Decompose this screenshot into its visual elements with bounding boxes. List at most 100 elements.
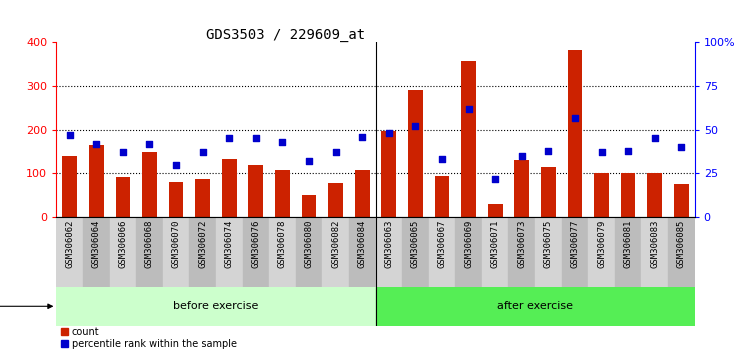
Point <box>197 150 209 155</box>
Bar <box>302 195 316 217</box>
Text: GSM306062: GSM306062 <box>65 219 74 268</box>
Point <box>250 136 262 141</box>
Legend: count, percentile rank within the sample: count, percentile rank within the sample <box>61 327 237 349</box>
Bar <box>641 217 668 287</box>
Point <box>409 124 421 129</box>
Point <box>596 150 608 155</box>
Bar <box>408 90 423 217</box>
Bar <box>668 217 695 287</box>
Bar <box>514 160 529 217</box>
Text: GSM306079: GSM306079 <box>597 219 606 268</box>
Point <box>143 141 155 147</box>
Bar <box>674 184 689 217</box>
Point <box>516 153 528 159</box>
Point <box>463 106 475 112</box>
Text: GSM306071: GSM306071 <box>490 219 499 268</box>
Text: GSM306076: GSM306076 <box>252 219 261 268</box>
Bar <box>142 152 157 217</box>
Bar <box>435 176 449 217</box>
Text: GSM306065: GSM306065 <box>411 219 420 268</box>
Bar <box>562 217 588 287</box>
Text: GSM306073: GSM306073 <box>517 219 526 268</box>
Bar <box>594 173 609 217</box>
Text: GDS3503 / 229609_at: GDS3503 / 229609_at <box>206 28 365 42</box>
Point <box>117 150 129 155</box>
Bar <box>541 167 556 217</box>
Bar <box>535 217 562 287</box>
Bar <box>222 159 237 217</box>
Point <box>542 148 554 154</box>
Bar <box>328 183 343 217</box>
Text: GSM306070: GSM306070 <box>171 219 180 268</box>
Bar <box>349 217 376 287</box>
Bar <box>588 217 615 287</box>
Text: GSM306068: GSM306068 <box>145 219 154 268</box>
Text: GSM306066: GSM306066 <box>119 219 128 268</box>
Text: GSM306078: GSM306078 <box>278 219 287 268</box>
Bar <box>568 50 582 217</box>
Point <box>303 158 315 164</box>
Point <box>223 136 235 141</box>
Bar <box>275 170 290 217</box>
Point <box>436 156 448 162</box>
Point <box>64 132 76 138</box>
Bar <box>216 217 243 287</box>
Point <box>622 148 634 154</box>
Point <box>276 139 288 145</box>
Bar <box>195 179 210 217</box>
Bar <box>355 170 369 217</box>
Bar <box>83 217 110 287</box>
Point <box>90 141 102 147</box>
Point <box>675 144 687 150</box>
Text: GSM306075: GSM306075 <box>544 219 553 268</box>
Text: GSM306083: GSM306083 <box>650 219 659 268</box>
Bar <box>243 217 269 287</box>
Bar <box>89 145 104 217</box>
Point <box>569 115 581 120</box>
Text: GSM306080: GSM306080 <box>304 219 313 268</box>
Bar <box>110 217 136 287</box>
Text: protocol: protocol <box>0 301 53 311</box>
Bar <box>296 217 322 287</box>
Text: GSM306069: GSM306069 <box>464 219 473 268</box>
Text: GSM306085: GSM306085 <box>677 219 686 268</box>
Bar <box>56 217 83 287</box>
Text: GSM306081: GSM306081 <box>623 219 632 268</box>
Text: GSM306077: GSM306077 <box>571 219 580 268</box>
Point <box>489 176 501 182</box>
Bar <box>169 182 183 217</box>
Bar <box>376 287 695 326</box>
Bar <box>429 217 455 287</box>
Bar <box>461 61 476 217</box>
Bar <box>615 217 641 287</box>
Text: GSM306072: GSM306072 <box>198 219 207 268</box>
Bar <box>455 217 482 287</box>
Bar <box>322 217 349 287</box>
Point <box>383 130 395 136</box>
Bar <box>136 217 163 287</box>
Text: GSM306067: GSM306067 <box>438 219 447 268</box>
Bar <box>647 173 662 217</box>
Bar <box>402 217 429 287</box>
Bar <box>508 217 535 287</box>
Bar <box>163 217 189 287</box>
Bar <box>56 287 376 326</box>
Bar <box>376 217 402 287</box>
Point <box>649 136 661 141</box>
Bar <box>269 217 296 287</box>
Bar <box>249 165 263 217</box>
Bar <box>189 217 216 287</box>
Text: GSM306084: GSM306084 <box>357 219 366 268</box>
Bar <box>382 131 396 217</box>
Bar <box>488 204 502 217</box>
Point <box>170 162 182 167</box>
Bar <box>62 156 77 217</box>
Text: after exercise: after exercise <box>497 301 573 311</box>
Text: GSM306074: GSM306074 <box>225 219 234 268</box>
Text: before exercise: before exercise <box>173 301 258 311</box>
Point <box>330 150 342 155</box>
Point <box>356 134 368 139</box>
Bar <box>116 177 130 217</box>
Text: GSM306064: GSM306064 <box>92 219 101 268</box>
Text: GSM306082: GSM306082 <box>331 219 340 268</box>
